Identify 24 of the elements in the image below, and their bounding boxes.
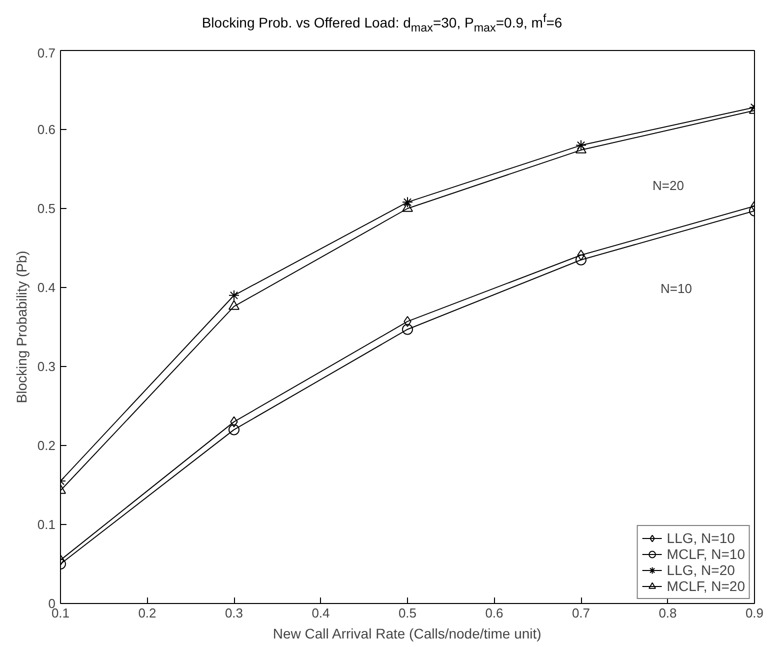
legend-label: LLG, N=10: [666, 530, 735, 546]
x-axis-title: New Call Arrival Rate (Calls/node/time unit): [272, 626, 542, 642]
y-tick-label: 0.5: [37, 201, 56, 216]
y-tick-label: 0.4: [37, 280, 56, 295]
y-tick-label: 0.6: [37, 122, 56, 137]
x-tick-label: 0.9: [745, 606, 764, 620]
x-tick-label: 0.3: [224, 606, 244, 620]
x-tick-label: 0.6: [485, 606, 504, 620]
legend-label: MCLF, N=20: [666, 578, 745, 594]
chart-title: Blocking Prob. vs Offered Load: d$_{max}$=30, P$_{max}$=0.9, m$^{f}$=6: [200, 11, 564, 36]
x-tick-label: 0.5: [398, 606, 417, 620]
y-axis-title: Blocking Probability (Pb): [13, 250, 30, 404]
x-tick-label: 0.7: [572, 606, 590, 620]
annotation: N=20: [652, 178, 684, 193]
y-tick-label: 0.7: [37, 46, 56, 60]
y-tick-label: 0.3: [37, 359, 56, 374]
legend-label: LLG, N=20: [666, 562, 735, 578]
y-tick-label: 0.1: [37, 517, 56, 532]
y-tick-label: 0.2: [37, 438, 56, 453]
x-tick-label: 0.8: [658, 606, 677, 620]
x-tick-label: 0.4: [312, 606, 330, 620]
annotation: N=10: [660, 281, 692, 296]
legend-label: MCLF, N=10: [666, 546, 745, 562]
x-tick-label: 0.2: [138, 606, 156, 620]
